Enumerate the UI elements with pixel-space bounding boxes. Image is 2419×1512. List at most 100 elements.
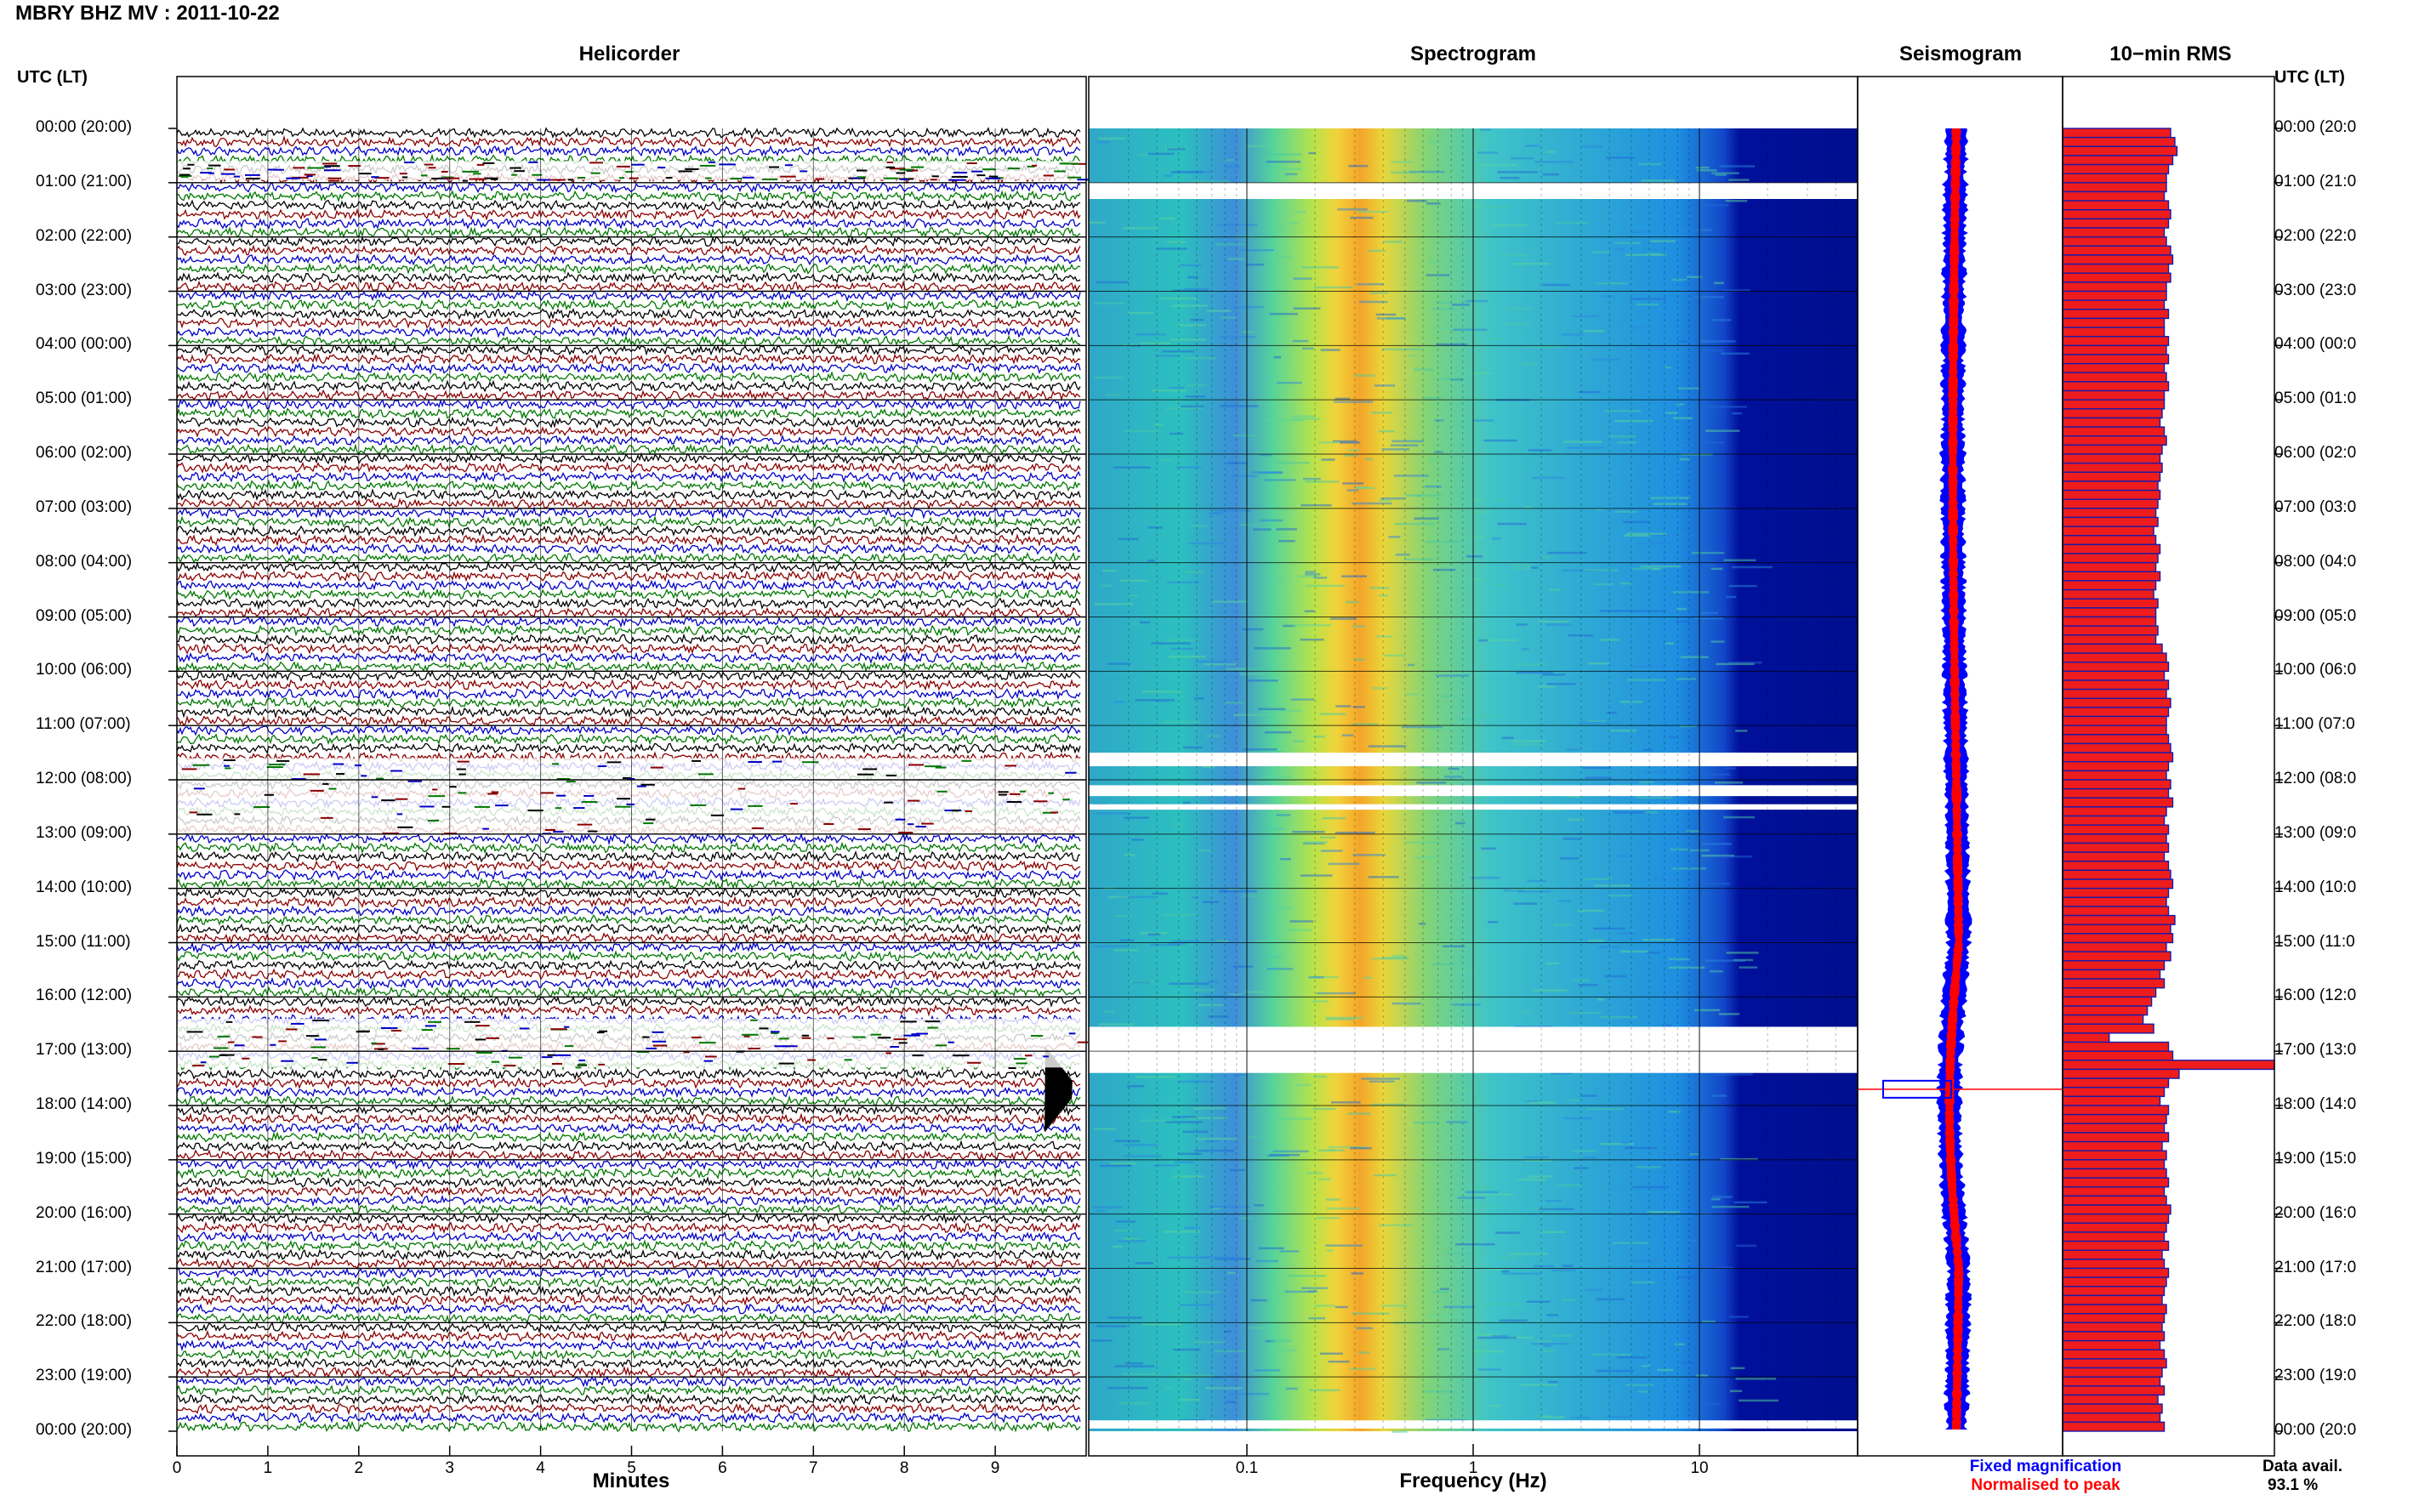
spectrogram-speckle bbox=[1155, 355, 1180, 357]
spectrogram-speckle bbox=[1711, 1205, 1750, 1208]
spectrogram-speckle bbox=[1157, 699, 1167, 702]
hour-label-left: 02:00 (22:00) bbox=[36, 226, 133, 245]
rms-bar bbox=[2062, 996, 2153, 1007]
spectrogram-speckle bbox=[1287, 929, 1312, 932]
spectrogram-speckle bbox=[1543, 1344, 1551, 1347]
spectrogram-speckle bbox=[1239, 523, 1259, 526]
minute-tick-label: 6 bbox=[718, 1459, 727, 1477]
spectrogram-speckle bbox=[1113, 1245, 1123, 1248]
spectrogram-speckle bbox=[1612, 1242, 1651, 1244]
spectrogram-speckle bbox=[1189, 525, 1209, 527]
spectrogram-speckle bbox=[1453, 536, 1485, 538]
spectrogram-speckle bbox=[1443, 776, 1463, 778]
helicorder-trace bbox=[176, 379, 1081, 393]
rms-bar bbox=[2062, 978, 2166, 989]
spectrogram-speckle bbox=[1164, 174, 1173, 177]
spectrogram-speckle bbox=[1124, 1362, 1143, 1365]
helicorder-trace bbox=[176, 334, 1081, 348]
helicorder-gap-fragment bbox=[220, 173, 236, 175]
helicorder-gap-fragment bbox=[636, 785, 646, 787]
seismogram-normalised-to-peak bbox=[1944, 128, 1964, 1430]
helicorder-gap-fragment bbox=[456, 768, 466, 770]
helicorder-gap-fragment bbox=[567, 179, 574, 181]
helicorder-gap-fragment bbox=[935, 1044, 948, 1047]
spectrogram-speckle bbox=[1472, 1185, 1494, 1189]
rms-bar bbox=[2062, 498, 2159, 509]
rms-bar bbox=[2062, 1240, 2170, 1251]
helicorder-gap-fragment bbox=[885, 1052, 892, 1054]
helicorder-gap-fragment bbox=[183, 168, 191, 170]
spectrogram-speckle bbox=[1555, 221, 1589, 225]
helicorder-gap-fragment bbox=[823, 823, 834, 826]
hour-label-left: 06:00 (02:00) bbox=[36, 444, 133, 462]
seismogram-title: Seismogram bbox=[1898, 43, 2023, 65]
helicorder-gap-fragment bbox=[327, 179, 340, 182]
spectrogram-speckle bbox=[1562, 838, 1581, 840]
spectrogram-speckle bbox=[1502, 1272, 1541, 1275]
spectrogram-speckle bbox=[1672, 417, 1693, 419]
hour-label-right: 06:00 (02:0 bbox=[2274, 444, 2357, 462]
helicorder-trace bbox=[176, 986, 1081, 999]
spectrogram-speckle bbox=[1525, 1159, 1552, 1162]
spectrogram-speckle bbox=[1265, 255, 1291, 259]
hour-label-left: 15:00 (11:00) bbox=[36, 932, 131, 951]
spectrogram-speckle bbox=[1440, 1287, 1449, 1291]
spectrogram-speckle bbox=[1499, 1257, 1518, 1259]
rms-bar bbox=[2062, 200, 2170, 211]
helicorder-gap-fragment bbox=[475, 1052, 492, 1054]
helicorder-gap-fragment bbox=[286, 177, 301, 179]
spectrogram-speckle bbox=[1261, 709, 1303, 712]
helicorder-gap-fragment bbox=[192, 764, 210, 766]
helicorder-gap-fragment bbox=[899, 168, 914, 171]
spectrogram-speckle bbox=[1369, 1080, 1395, 1083]
spectrogram-speckle bbox=[1454, 1242, 1495, 1246]
rms-bar bbox=[2062, 1421, 2166, 1432]
helicorder-trace bbox=[176, 914, 1081, 927]
spectrogram-speckle bbox=[1094, 302, 1125, 305]
helicorder-gap-fragment bbox=[310, 1046, 326, 1049]
spectrogram-speckle bbox=[1430, 1314, 1461, 1317]
spectrogram-speckle bbox=[1488, 1268, 1505, 1271]
spectrogram-speckle bbox=[1540, 1416, 1565, 1418]
spectrogram-speckle bbox=[1215, 243, 1245, 246]
spectrogram-speckle bbox=[1161, 350, 1195, 353]
minute-tick-label: 2 bbox=[354, 1459, 364, 1477]
spectrogram-speckle bbox=[1200, 1256, 1242, 1259]
spectrogram-speckle bbox=[1451, 304, 1470, 306]
helicorder-trace bbox=[176, 361, 1081, 375]
spectrogram-speckle bbox=[1206, 310, 1232, 312]
spectrogram-speckle bbox=[1135, 699, 1175, 702]
spectrogram-speckle bbox=[1153, 1164, 1179, 1167]
hour-label-right: 07:00 (03:0 bbox=[2274, 497, 2357, 516]
helicorder-gap-fragment bbox=[907, 823, 914, 826]
spectrogram-speckle bbox=[1328, 1360, 1350, 1363]
spectrogram-speckle bbox=[1292, 830, 1325, 833]
helicorder-trace bbox=[176, 958, 1081, 972]
spectrogram-speckle bbox=[1454, 1087, 1475, 1090]
helicorder-trace bbox=[176, 1086, 1081, 1099]
hour-label-right: 19:00 (15:0 bbox=[2274, 1149, 2357, 1168]
spectrogram-speckle bbox=[1531, 566, 1539, 569]
helicorder-trace bbox=[176, 588, 1081, 600]
helicorder-gap-fragment bbox=[708, 161, 715, 163]
spectrogram-speckle bbox=[1614, 242, 1641, 245]
spectrogram-speckle bbox=[1339, 441, 1361, 444]
helicorder-gap-fragment bbox=[482, 162, 495, 164]
spectrogram-speckle bbox=[1492, 1334, 1509, 1338]
helicorder-gap-fragment bbox=[242, 1057, 250, 1060]
spectrogram-speckle bbox=[1566, 795, 1583, 799]
rms-bar bbox=[2062, 887, 2170, 899]
spectrogram-speckle bbox=[1414, 517, 1439, 520]
rms-bar bbox=[2062, 1032, 2110, 1043]
rms-bar bbox=[2062, 354, 2170, 365]
spectrogram-speckle bbox=[1547, 683, 1576, 685]
spectrogram-speckle bbox=[1571, 315, 1599, 318]
spectrogram-speckle bbox=[1279, 509, 1289, 512]
spectrogram-speckle bbox=[1219, 890, 1257, 893]
spectrogram-speckle bbox=[1712, 1196, 1733, 1198]
helicorder-gap-fragment bbox=[640, 783, 655, 786]
rms-bar bbox=[2062, 245, 2171, 256]
spectrogram-speckle bbox=[1104, 1010, 1115, 1013]
spectrogram-speckle bbox=[1352, 706, 1365, 708]
spectrogram-speckle bbox=[1524, 1156, 1550, 1159]
